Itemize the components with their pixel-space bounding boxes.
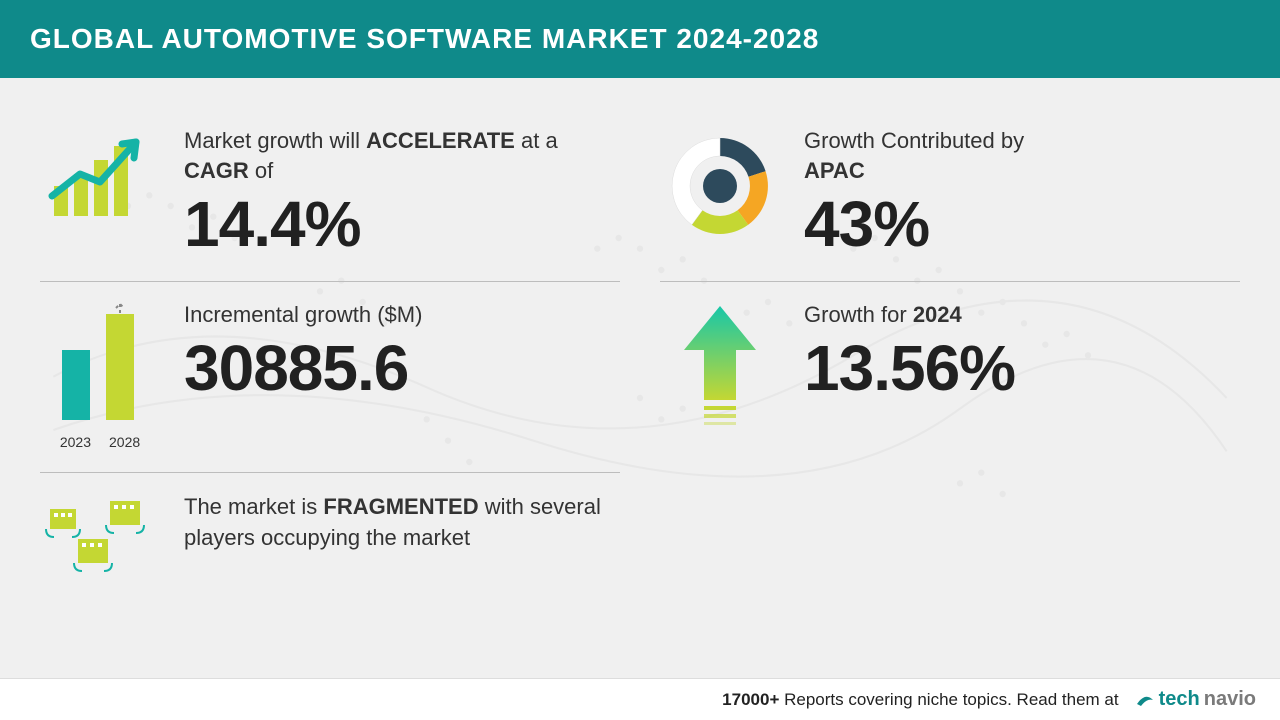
footer-text: 17000+ Reports covering niche topics. Re… [722,690,1118,710]
g2024-lead: Growth for 2024 [804,300,1240,330]
cagr-value: 14.4% [184,191,620,258]
bar-year-labels: 2023 2028 [60,434,140,450]
main-panel: Market growth will ACCELERATE at a CAGR … [0,78,1280,678]
cagr-block: Market growth will ACCELERATE at a CAGR … [40,108,620,281]
cagr-lead-mid: at a [515,128,558,153]
header-bar: GLOBAL AUTOMOTIVE SOFTWARE MARKET 2024-2… [0,0,1280,78]
buildings-icon [40,491,160,581]
year-b: 2028 [109,434,140,450]
apac-pre: Growth Contributed by [804,128,1024,153]
left-column: Market growth will ACCELERATE at a CAGR … [40,108,620,658]
right-column: Growth Contributed by APAC 43% [660,108,1240,658]
cagr-lead-post: of [249,158,273,183]
g2024-pre: Growth for [804,302,913,327]
g2024-value: 13.56% [804,335,1240,402]
apac-value: 43% [804,191,1240,258]
g2024-block: Growth for 2024 13.56% [660,282,1240,452]
cagr-lead: Market growth will ACCELERATE at a CAGR … [184,126,620,185]
year-a: 2023 [60,434,91,450]
technavio-logo: technavio [1135,688,1256,711]
cagr-lead-pre: Market growth will [184,128,366,153]
growth-chart-icon [40,126,160,226]
incremental-lead: Incremental growth ($M) [184,300,620,330]
frag-em: FRAGMENTED [323,494,478,519]
footer-count: 17000+ [722,690,779,709]
logo-swoosh-icon [1135,690,1155,710]
incremental-value: 30885.6 [184,335,620,402]
up-arrow-icon [660,300,780,430]
donut-chart-icon [660,126,780,246]
cagr-lead-em1: ACCELERATE [366,128,515,153]
footer-tagline: Reports covering niche topics. Read them… [784,690,1119,709]
g2024-em: 2024 [913,302,962,327]
two-bars-icon: 2023 2028 [40,300,160,450]
brand-part-a: tech [1159,688,1200,711]
fragmented-lead: The market is FRAGMENTED with several pl… [184,491,620,555]
apac-lead: Growth Contributed by APAC [804,126,1240,185]
incremental-block: 2023 2028 Incremental growth ($M) 30885.… [40,282,620,472]
footer-bar: 17000+ Reports covering niche topics. Re… [0,678,1280,720]
apac-em: APAC [804,158,865,183]
frag-pre: The market is [184,494,323,519]
cagr-lead-em2: CAGR [184,158,249,183]
header-title: GLOBAL AUTOMOTIVE SOFTWARE MARKET 2024-2… [30,23,819,55]
apac-block: Growth Contributed by APAC 43% [660,108,1240,281]
brand-part-b: navio [1204,688,1256,711]
fragmented-block: The market is FRAGMENTED with several pl… [40,473,620,603]
